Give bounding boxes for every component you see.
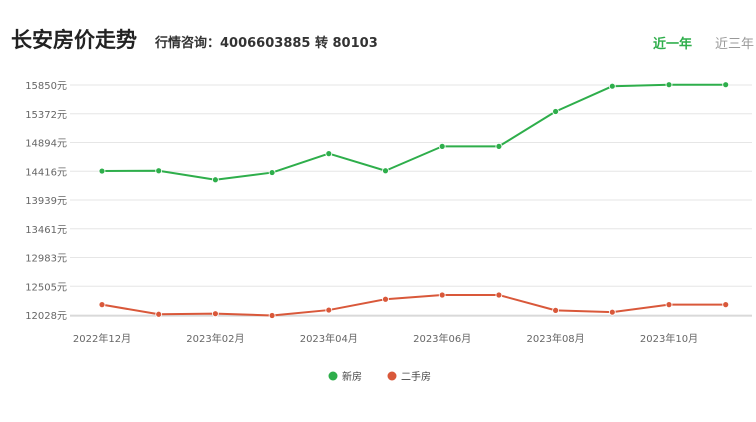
y-tick-label: 14416元 (25, 167, 67, 178)
y-tick-label: 15850元 (25, 81, 67, 92)
new-house-data-point (155, 167, 163, 175)
consult-hotline: 行情咨询：4006603885 转 80103 (155, 36, 378, 51)
second-hand-data-point (608, 308, 616, 316)
tab-one-year[interactable]: 近一年 (653, 37, 693, 52)
second-hand-series-line (101, 294, 726, 317)
new-house-data-point (495, 142, 503, 150)
x-tick-label: 2023年04月 (300, 332, 358, 345)
new-house-data-point (665, 81, 673, 89)
new-house-data-point (382, 167, 389, 175)
new-house-data-point (98, 167, 106, 175)
second-hand-data-point (665, 301, 673, 309)
y-tick-label: 12983元 (25, 254, 67, 265)
legend-marker-new-house (328, 371, 338, 381)
legend-item-second-hand[interactable]: 二手房 (387, 370, 432, 383)
y-tick-label: 14894元 (25, 139, 67, 150)
y-tick-label: 12028元 (25, 311, 67, 322)
y-tick-label: 13939元 (25, 196, 67, 207)
legend-label-new-house: 新房 (342, 370, 362, 383)
new-house-data-point (552, 108, 559, 115)
new-house-data-point (608, 82, 616, 90)
new-house-series-line (101, 83, 726, 181)
new-house-data-point (211, 176, 219, 184)
legend-marker-second-hand (387, 371, 397, 381)
x-tick-label: 2023年02月 (186, 332, 244, 345)
y-tick-label: 13461元 (25, 225, 67, 236)
y-tick-label: 15372元 (25, 110, 67, 121)
second-hand-data-point (268, 312, 276, 319)
x-tick-label: 2023年10月 (640, 332, 698, 345)
second-hand-data-point (155, 310, 163, 318)
second-hand-data-point (211, 310, 219, 318)
new-house-data-point (268, 169, 276, 176)
second-hand-data-point (552, 306, 559, 314)
legend-item-new-house[interactable]: 新房 (328, 370, 363, 383)
second-hand-data-point (382, 295, 389, 303)
new-house-data-point (438, 142, 446, 150)
new-house-data-point (325, 150, 333, 158)
new-house-data-point (722, 81, 730, 89)
second-hand-data-point (722, 301, 730, 309)
x-tick-label: 2023年06月 (413, 332, 471, 345)
page-title: 长安房价走势 (11, 28, 137, 52)
y-tick-label: 12505元 (25, 282, 67, 293)
x-tick-label: 2023年08月 (527, 332, 585, 345)
second-hand-data-point (438, 291, 446, 299)
x-tick-label: 2022年12月 (73, 332, 131, 345)
second-hand-data-point (325, 306, 333, 314)
legend-label-second-hand: 二手房 (401, 370, 431, 383)
second-hand-data-point (98, 301, 106, 309)
second-hand-data-point (495, 291, 503, 299)
tab-three-years[interactable]: 近三年 (715, 37, 755, 52)
